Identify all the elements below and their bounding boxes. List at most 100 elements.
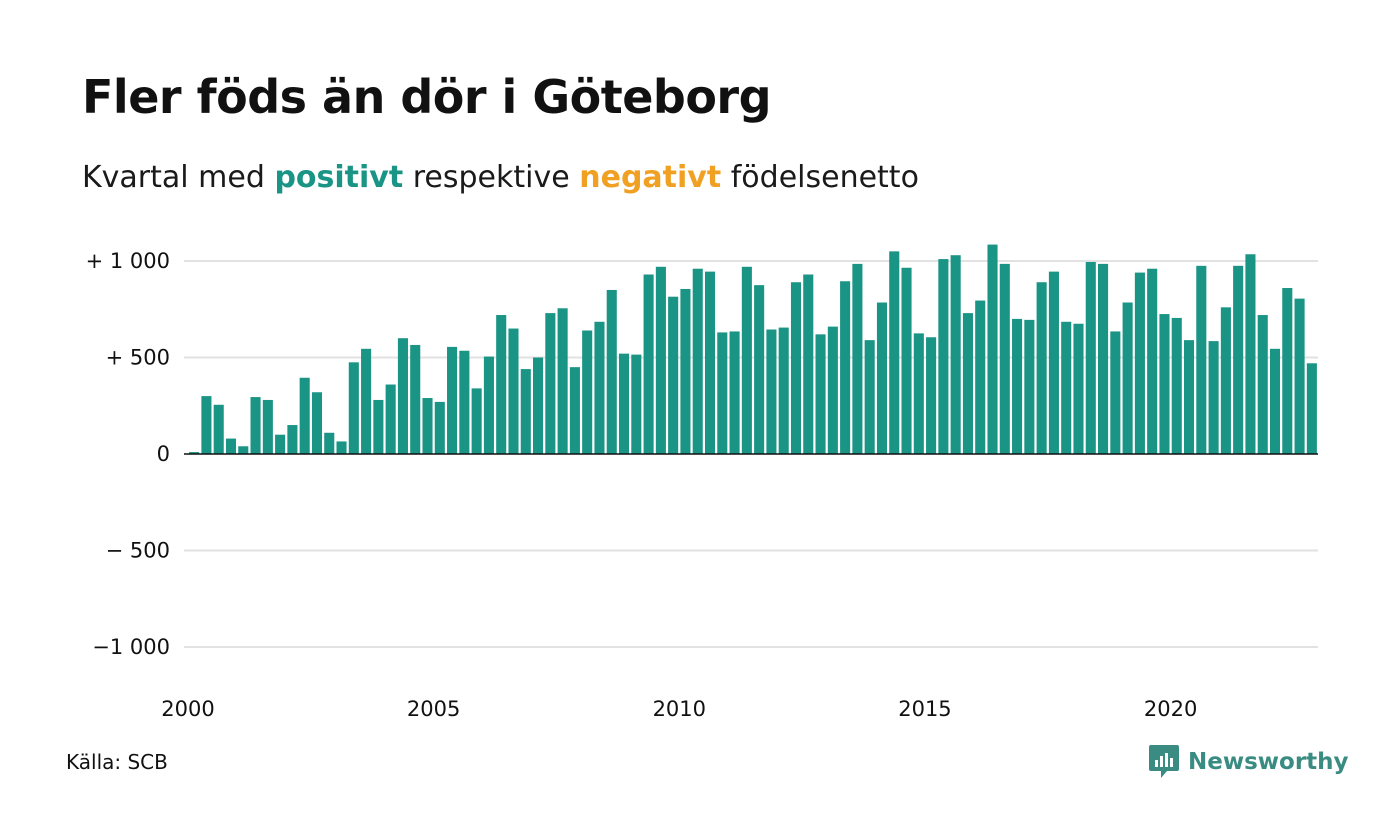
bar: [1048, 271, 1059, 454]
bar: [1085, 261, 1096, 454]
x-tick-label: 2015: [898, 697, 951, 721]
bar: [987, 244, 998, 454]
bar: [1282, 288, 1293, 454]
bar: [606, 289, 617, 454]
chart-title: Fler föds än dör i Göteborg: [82, 70, 772, 124]
subtitle-negative-word: negativt: [579, 160, 722, 195]
bar: [618, 353, 630, 454]
bar: [766, 329, 777, 454]
bar: [275, 434, 286, 454]
subtitle-prefix: Kvartal med: [82, 160, 265, 195]
y-tick-label: + 1 000: [86, 249, 170, 273]
bar: [459, 350, 470, 455]
bar: [631, 354, 642, 454]
bar: [1159, 314, 1170, 454]
bar: [299, 377, 310, 454]
bar: [1245, 254, 1256, 454]
subtitle-positive-word: positivt: [274, 160, 404, 195]
subtitle-suffix: födelsenetto: [730, 160, 919, 195]
bar: [287, 425, 298, 454]
bar: [1073, 323, 1084, 455]
bar: [225, 438, 237, 454]
subtitle-middle: respektive: [412, 160, 570, 195]
source-note: Källa: SCB: [66, 750, 168, 774]
bar: [889, 251, 900, 454]
bar: [680, 288, 691, 455]
bar: [1208, 341, 1219, 455]
bar: [385, 384, 396, 454]
bar: [434, 401, 445, 454]
bars: [189, 244, 1317, 455]
bar: [741, 266, 752, 454]
y-tick-label: + 500: [106, 346, 170, 370]
bar: [582, 330, 593, 454]
bar: [397, 338, 408, 454]
bar: [852, 263, 863, 454]
bar: [557, 308, 568, 454]
bar: [1012, 318, 1023, 454]
bar: [238, 446, 249, 454]
bar: [1257, 315, 1268, 454]
bar: [975, 300, 986, 454]
bar: [508, 328, 519, 454]
bar: [1233, 265, 1244, 454]
bar: [778, 327, 789, 454]
chart-subtitle: Kvartal med positivt respektive negativt…: [82, 160, 919, 195]
bar: [201, 396, 212, 454]
bar: [1306, 363, 1317, 454]
bar: [1220, 307, 1231, 454]
x-tick-label: 2010: [653, 697, 706, 721]
bar: [704, 271, 716, 454]
bar: [1036, 282, 1047, 454]
bar: [901, 267, 912, 454]
bar: [840, 281, 851, 454]
bar: [545, 313, 556, 454]
bar: [1294, 298, 1305, 454]
bar: [815, 334, 826, 454]
bar: [1269, 348, 1281, 454]
bar: [717, 332, 728, 454]
bar: [594, 321, 605, 454]
bar: [348, 362, 359, 454]
bar: [1098, 263, 1109, 454]
brand-logo: Newsworthy: [1148, 744, 1349, 780]
newsworthy-logo-icon: [1149, 745, 1179, 778]
bar: [1122, 302, 1133, 454]
x-tick-label: 2020: [1144, 697, 1197, 721]
bar: [950, 255, 961, 454]
bar: [926, 337, 937, 455]
y-tick-label: 0: [157, 442, 170, 466]
bar: [1171, 317, 1182, 454]
bar: [471, 388, 482, 454]
bar: [311, 392, 323, 454]
bar: [938, 259, 949, 454]
bar: [1147, 268, 1158, 454]
bar: [876, 302, 888, 454]
bar: [213, 404, 224, 454]
brand-name: Newsworthy: [1188, 749, 1349, 775]
bar: [754, 285, 765, 455]
bar: [999, 263, 1010, 454]
bar: [1061, 321, 1072, 454]
y-tick-label: − 500: [106, 539, 170, 563]
bar: [692, 268, 703, 454]
bar-chart: + 1 000 + 500 0 − 500 −1 000 2000 2005 2010 201…: [86, 244, 1318, 721]
bar: [373, 399, 384, 454]
x-tick-label: 2005: [407, 697, 460, 721]
bar: [790, 282, 802, 454]
bar: [1196, 265, 1207, 454]
bar: [655, 266, 666, 454]
bar: [913, 333, 924, 455]
bar: [569, 367, 580, 454]
x-tick-label: 2000: [161, 697, 214, 721]
bar: [1134, 272, 1145, 454]
bar: [729, 331, 740, 454]
bar: [447, 346, 458, 454]
bar: [864, 340, 875, 454]
bar: [803, 274, 814, 454]
bar: [962, 313, 973, 454]
bar: [336, 441, 347, 454]
y-axis-labels: + 1 000 + 500 0 − 500 −1 000: [86, 249, 170, 659]
bar: [410, 344, 421, 454]
bar: [250, 397, 261, 454]
